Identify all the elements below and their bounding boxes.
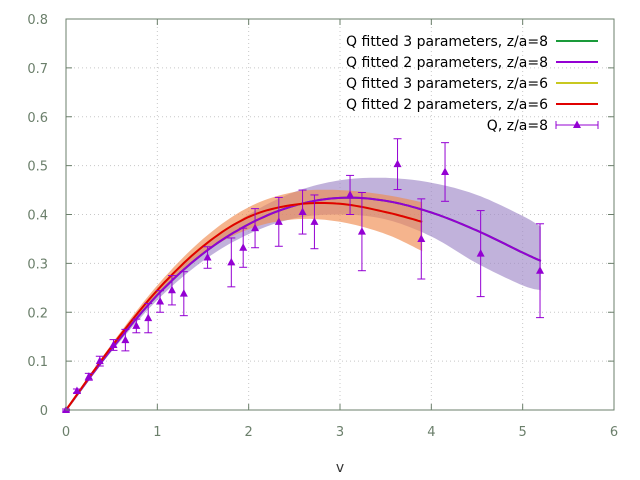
triangle-marker — [298, 207, 307, 216]
x-tick-label: 6 — [610, 425, 618, 440]
triangle-marker — [357, 227, 366, 235]
triangle-marker — [227, 257, 236, 266]
data-points — [62, 138, 545, 413]
x-axis-label: v — [336, 460, 344, 476]
data-point — [441, 142, 450, 202]
data-point — [144, 302, 153, 334]
x-tick-label: 0 — [62, 425, 70, 440]
x-tick-label: 1 — [153, 425, 161, 440]
data-point — [109, 339, 118, 351]
data-point — [536, 223, 545, 319]
data-point — [310, 194, 319, 250]
data-point — [357, 192, 366, 272]
legend-label: Q fitted 2 parameters, z/a=8 — [346, 55, 548, 71]
data-point — [121, 328, 130, 352]
data-point — [132, 318, 141, 334]
error-band-3 — [66, 189, 423, 410]
triangle-marker — [121, 335, 130, 344]
triangle-marker — [346, 190, 355, 198]
data-point — [476, 210, 485, 298]
y-tick-label: 0.8 — [27, 13, 48, 28]
triangle-marker — [393, 159, 402, 168]
triangle-marker — [417, 234, 426, 242]
legend-label: Q fitted 2 parameters, z/a=6 — [346, 97, 548, 113]
data-point — [84, 372, 93, 381]
y-tick-label: 0.2 — [27, 306, 48, 321]
y-tick-label: 0.6 — [27, 111, 48, 126]
triangle-marker — [179, 289, 188, 297]
triangle-marker — [72, 386, 81, 394]
data-point — [203, 246, 212, 269]
data-point — [346, 174, 355, 215]
legend-swatch-marker — [573, 120, 581, 128]
data-point — [167, 275, 176, 306]
x-tick-label: 4 — [427, 425, 435, 440]
triangle-marker — [274, 217, 283, 225]
data-point — [72, 386, 81, 394]
y-tick-label: 0.5 — [27, 160, 48, 175]
data-point — [251, 208, 260, 249]
data-point — [156, 290, 165, 313]
legend-label: Q fitted 3 parameters, z/a=6 — [346, 76, 548, 92]
data-point — [274, 196, 283, 247]
data-point — [239, 227, 248, 268]
x-tick-label: 3 — [336, 425, 344, 440]
data-point — [179, 271, 188, 317]
triangle-marker — [84, 372, 93, 380]
data-point — [227, 237, 236, 288]
y-tick-label: 0.3 — [27, 257, 48, 272]
triangle-marker — [132, 321, 141, 329]
y-tick-label: 0.1 — [27, 355, 48, 370]
legend-label: Q, z/a=8 — [487, 118, 548, 134]
y-tick-label: 0.4 — [27, 209, 48, 224]
data-point — [298, 189, 307, 235]
triangle-marker — [251, 223, 260, 232]
error-band-1 — [66, 177, 541, 410]
triangle-marker — [536, 266, 545, 274]
triangle-marker — [203, 253, 212, 261]
y-tick-label: 0.7 — [27, 62, 48, 77]
x-tick-label: 5 — [519, 425, 527, 440]
triangle-marker — [441, 167, 450, 175]
x-tick-label: 2 — [245, 425, 253, 440]
triangle-marker — [156, 296, 165, 305]
triangle-marker — [476, 249, 485, 257]
triangle-marker — [239, 243, 248, 251]
triangle-marker — [109, 340, 118, 348]
data-point — [393, 138, 402, 191]
data-point — [417, 198, 426, 280]
fit-line-3 — [65, 201, 423, 411]
triangle-marker — [167, 285, 176, 294]
triangle-marker — [95, 356, 104, 365]
triangle-marker — [310, 217, 319, 225]
data-point — [95, 355, 104, 367]
axis-ticks: 0 1 2 3 4 5 6 0 0.1 0.2 0.3 0.4 0.5 0.6 0.7 0.8 — [27, 13, 618, 440]
triangle-marker — [144, 313, 153, 322]
legend-label: Q fitted 3 parameters, z/a=8 — [346, 34, 548, 50]
y-tick-label: 0 — [40, 404, 48, 419]
legend: Q fitted 3 parameters, z/a=8 Q fitted 2 p… — [346, 34, 599, 134]
